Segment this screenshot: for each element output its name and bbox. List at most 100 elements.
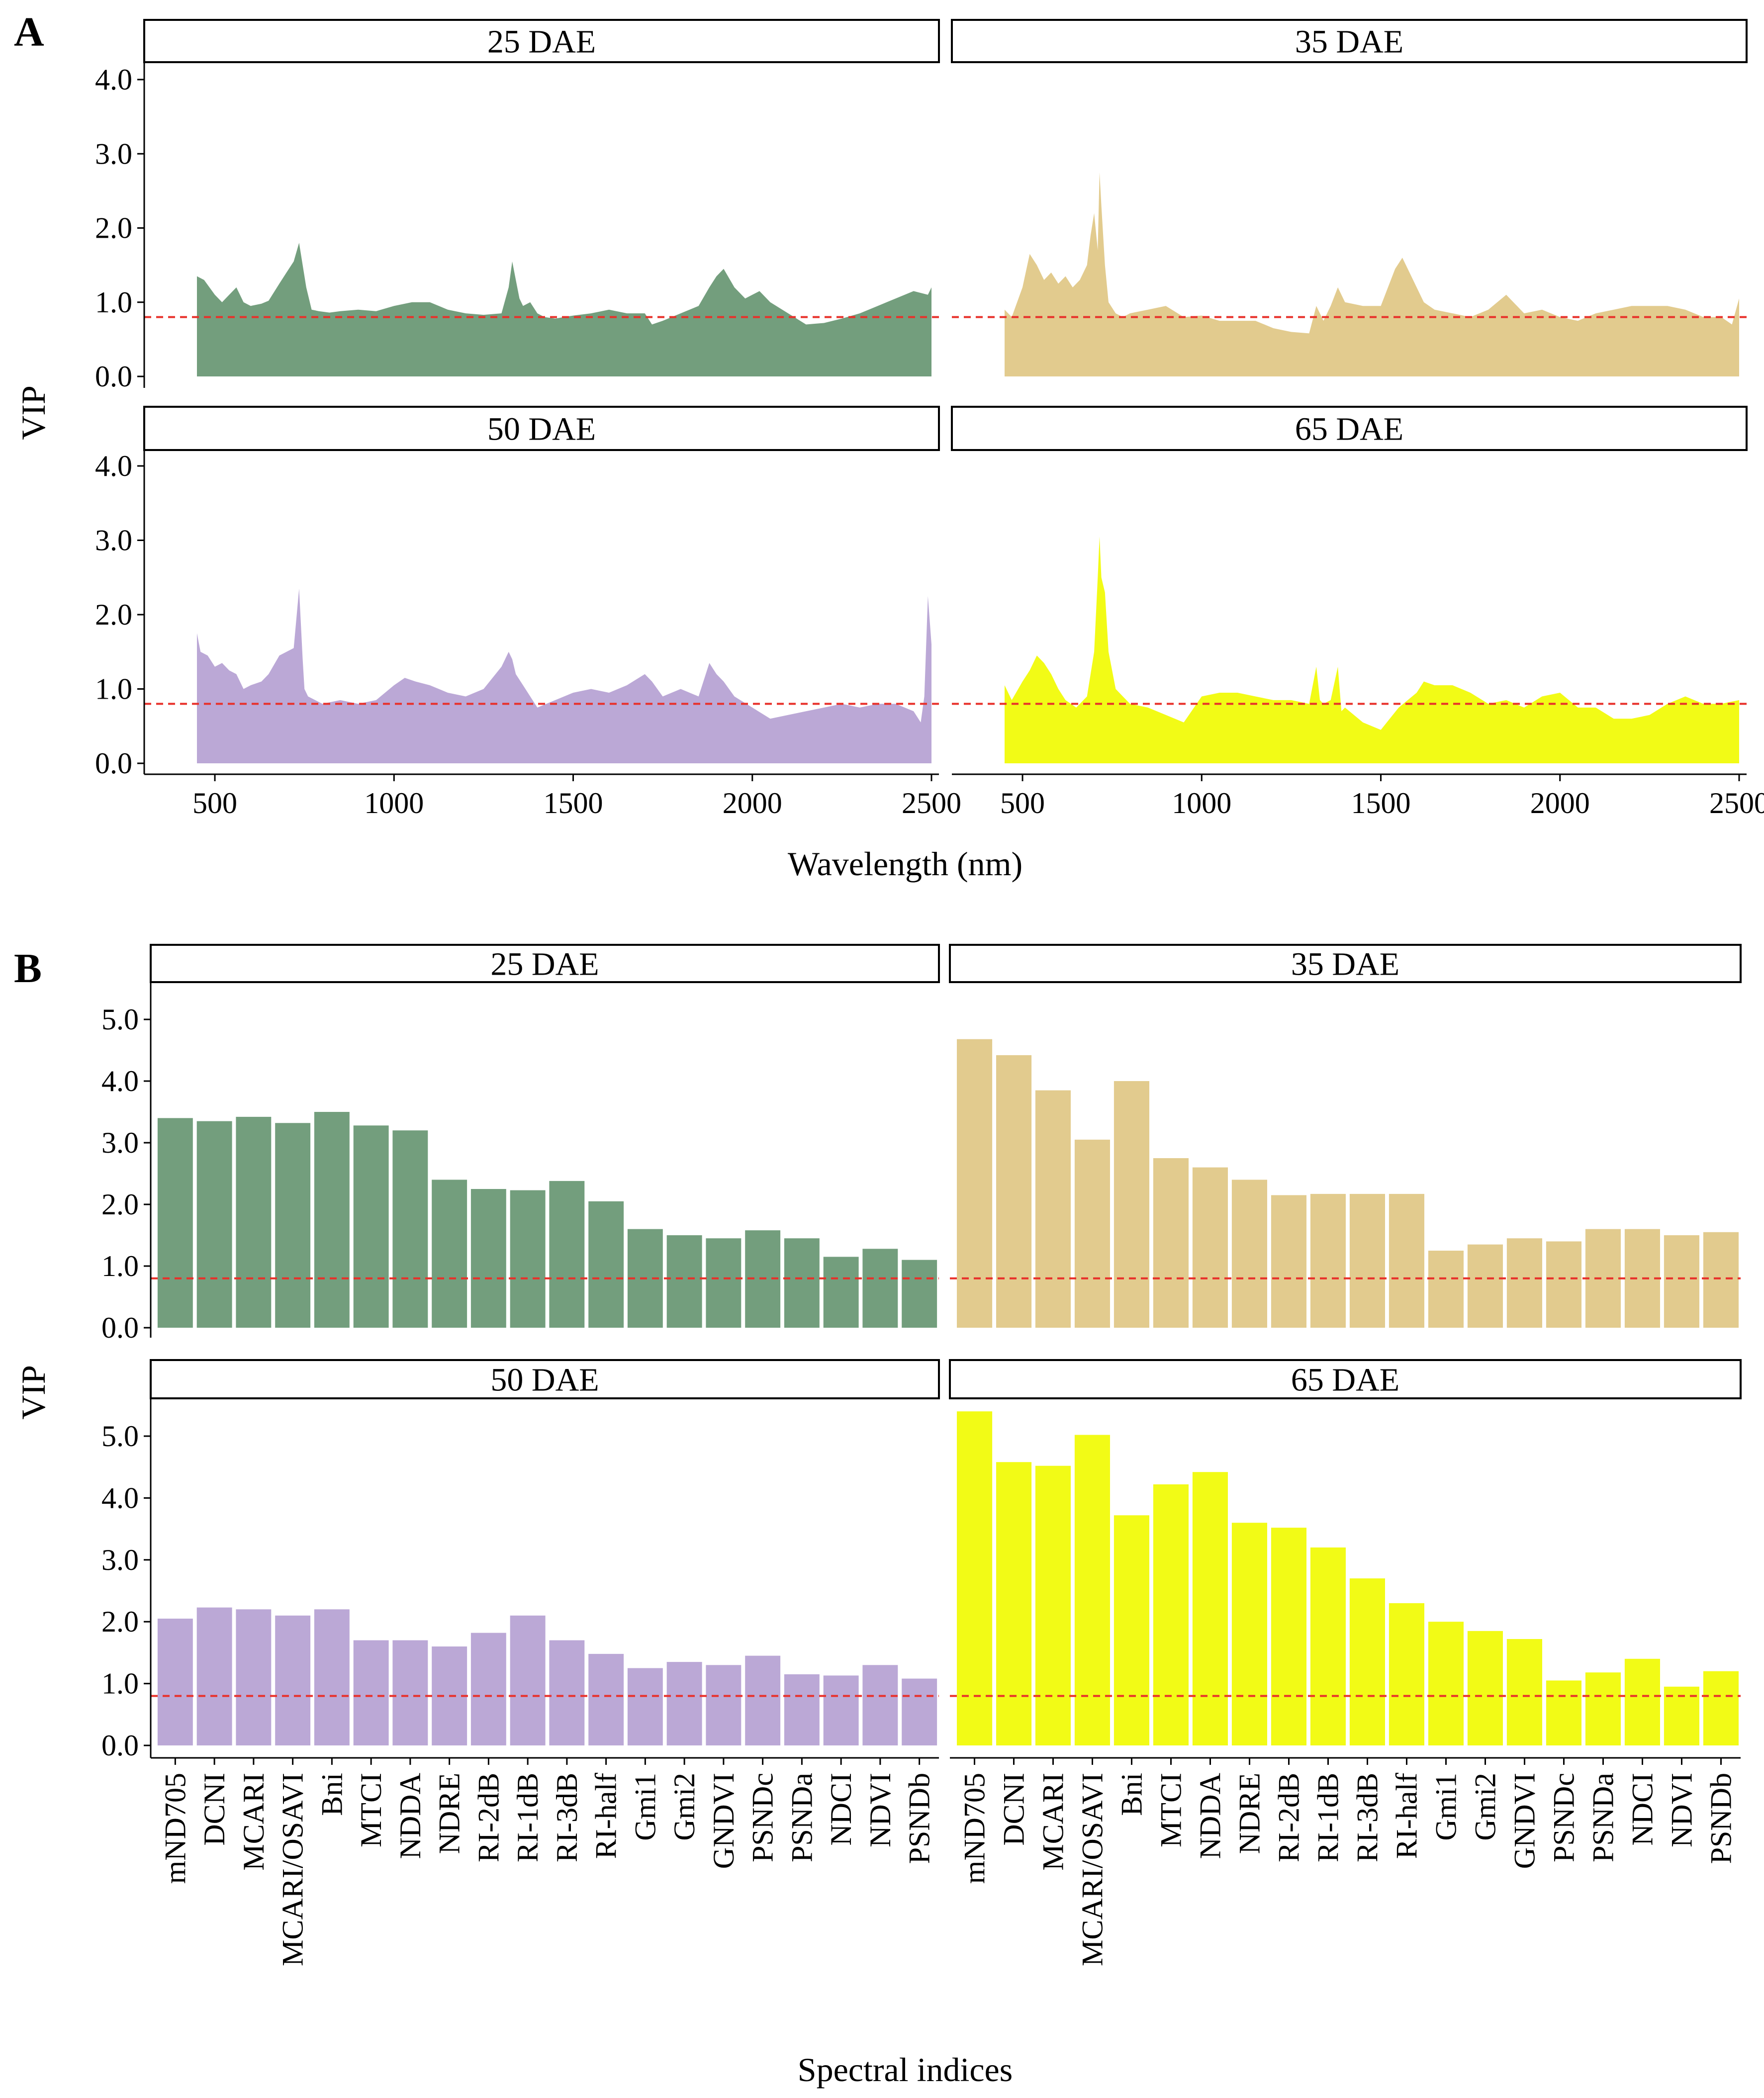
bar-b-50-dae-ri-half	[588, 1653, 624, 1745]
bar-b-65-dae-gmi2	[1467, 1631, 1503, 1745]
bar-b-50-dae-psnda	[784, 1674, 820, 1745]
bar-b-65-dae-mcari-osavi	[1074, 1435, 1110, 1745]
x-tick-label-b-50-dae-gmi1: Gmi1	[629, 1773, 661, 1841]
bar-b-50-dae-ri-1db	[510, 1615, 546, 1745]
x-tick-label-a-50-dae-4: 2500	[902, 787, 961, 820]
strip-label-a-65-dae: 65 DAE	[1295, 411, 1403, 448]
x-tick-label-b-50-dae-dcni: DCNI	[198, 1773, 231, 1846]
x-tick-label-b-50-dae-mcari-osavi: MCARI/OSAVI	[277, 1773, 309, 1966]
bar-b-50-dae-ri-2db	[470, 1633, 506, 1745]
bar-b-50-dae-ndci	[823, 1675, 859, 1745]
bar-b-65-dae-ndci	[1624, 1658, 1660, 1745]
bar-b-65-dae-ri-3db	[1349, 1578, 1385, 1745]
bar-b-50-dae-mtci	[353, 1640, 389, 1745]
x-tick-label-b-65-dae-dcni: DCNI	[998, 1773, 1030, 1846]
bar-b-35-dae-gmi1	[1428, 1251, 1464, 1328]
bar-b-35-dae-bni	[1114, 1081, 1149, 1328]
y-tick-label-b-50-dae-4: 4.0	[101, 1481, 139, 1514]
facet-a-50-dae: 50 DAE 0.0 1.0 2.0 3.0 4.0 500 1000 1500 2000 2500	[95, 406, 961, 820]
x-tick-label-a-50-dae-1: 1000	[364, 787, 424, 820]
bar-b-50-dae-psndb	[902, 1678, 937, 1745]
y-tick-label-a-50-dae-0: 0.0	[95, 747, 132, 780]
x-tick-label-b-65-dae-ndre: NDRE	[1233, 1773, 1266, 1854]
x-tick-label-b-50-dae-ri-1db: RI-1dB	[511, 1773, 544, 1862]
bar-b-50-dae-gmi1	[627, 1668, 663, 1745]
panel-a-x-axis-title: Wavelength (nm)	[788, 845, 1022, 883]
x-tick-label-b-65-dae-ri-2db: RI-2dB	[1273, 1773, 1305, 1862]
panel-a-letter: A	[14, 9, 44, 55]
bar-b-25-dae-psnda	[784, 1238, 820, 1328]
area-a-50-dae	[197, 588, 931, 763]
x-tick-label-b-50-dae-ndre: NDRE	[433, 1773, 466, 1854]
y-tick-label-a-25-dae-1: 1.0	[95, 286, 132, 319]
facet-a-65-dae: 65 DAE 500 1000 1500 2000 2500	[951, 406, 1764, 820]
strip-label-b-35-dae: 35 DAE	[1291, 946, 1399, 983]
bar-b-65-dae-gndvi	[1506, 1639, 1542, 1745]
x-tick-label-b-65-dae-ri-half: RI-half	[1391, 1773, 1423, 1859]
y-tick-label-b-50-dae-1: 1.0	[101, 1667, 139, 1700]
x-tick-label-b-65-dae-ri-3db: RI-3dB	[1351, 1773, 1384, 1862]
x-tick-label-a-65-dae-2: 1500	[1351, 787, 1411, 820]
bar-b-25-dae-ndci	[823, 1257, 859, 1328]
x-tick-label-b-50-dae-mcari: MCARI	[237, 1773, 270, 1871]
y-tick-label-b-25-dae-2: 2.0	[101, 1188, 139, 1221]
bar-b-65-dae-gmi1	[1428, 1622, 1464, 1745]
y-tick-label-b-25-dae-5: 5.0	[101, 1003, 139, 1036]
bar-b-25-dae-gndvi	[706, 1238, 742, 1328]
bar-b-35-dae-ndda	[1192, 1167, 1228, 1328]
x-tick-label-b-50-dae-gndvi: GNDVI	[707, 1773, 740, 1869]
bar-b-65-dae-ri-1db	[1310, 1547, 1346, 1745]
x-tick-label-a-50-dae-3: 2000	[723, 787, 782, 820]
bar-b-50-dae-gndvi	[706, 1665, 742, 1745]
bar-b-65-dae-psndb	[1703, 1671, 1739, 1745]
bar-b-65-dae-dcni	[996, 1462, 1032, 1745]
y-tick-label-a-25-dae-4: 4.0	[95, 63, 132, 96]
y-tick-label-b-50-dae-3: 3.0	[101, 1544, 139, 1576]
bar-b-25-dae-mcari-osavi	[275, 1123, 311, 1328]
y-tick-label-b-25-dae-3: 3.0	[101, 1126, 139, 1159]
x-tick-label-b-65-dae-gmi1: Gmi1	[1430, 1773, 1463, 1841]
bar-b-65-dae-ndda	[1192, 1472, 1228, 1745]
bar-b-65-dae-psnda	[1585, 1672, 1621, 1745]
x-tick-label-b-65-dae-mnd705: mND705	[958, 1773, 991, 1884]
strip-a-35-dae	[951, 19, 1748, 63]
strip-label-a-35-dae: 35 DAE	[1295, 24, 1403, 60]
y-tick-label-b-25-dae-1: 1.0	[101, 1250, 139, 1282]
area-a-65-dae	[1005, 537, 1739, 763]
x-tick-label-b-65-dae-gmi2: Gmi2	[1469, 1773, 1502, 1841]
strip-b-65-dae	[949, 1359, 1742, 1399]
y-tick-label-a-25-dae-0: 0.0	[95, 360, 132, 393]
bar-b-25-dae-ri-half	[588, 1201, 624, 1328]
x-tick-label-b-50-dae-ri-3db: RI-3dB	[551, 1773, 583, 1862]
bar-b-35-dae-psnda	[1585, 1229, 1621, 1328]
bar-b-65-dae-psndc	[1546, 1680, 1581, 1745]
y-tick-label-b-50-dae-5: 5.0	[101, 1420, 139, 1453]
bar-b-65-dae-mcari	[1035, 1465, 1071, 1745]
strip-b-25-dae	[150, 944, 940, 983]
x-tick-label-b-50-dae-mnd705: mND705	[159, 1773, 191, 1884]
x-tick-label-b-65-dae-mcari-osavi: MCARI/OSAVI	[1076, 1773, 1109, 1966]
x-tick-label-b-50-dae-ri-half: RI-half	[590, 1773, 623, 1859]
y-tick-label-b-50-dae-2: 2.0	[101, 1605, 139, 1638]
x-tick-label-b-65-dae-psndc: PSNDc	[1548, 1773, 1580, 1862]
x-tick-label-b-50-dae-psndb: PSNDb	[903, 1773, 936, 1864]
bar-b-25-dae-psndb	[902, 1260, 937, 1328]
panel-b-spectral-index-bar-charts: 25 DAE 0.0 1.0 2.0 3.0 4.0 5.0 35 DAE 50 DAE 0.0 1…	[101, 944, 1742, 1966]
x-tick-label-a-50-dae-0: 500	[192, 787, 237, 820]
bar-b-35-dae-dcni	[996, 1055, 1032, 1328]
x-tick-label-b-50-dae-psndc: PSNDc	[746, 1773, 779, 1862]
x-tick-label-b-65-dae-gndvi: GNDVI	[1508, 1773, 1541, 1869]
bar-b-35-dae-ri-half	[1389, 1193, 1424, 1328]
bar-b-50-dae-psndc	[745, 1655, 781, 1745]
bar-b-35-dae-mcari-osavi	[1074, 1139, 1110, 1328]
bar-b-35-dae-ndre	[1231, 1180, 1267, 1328]
bar-b-65-dae-ri-half	[1389, 1603, 1424, 1745]
x-tick-label-b-50-dae-ndda: NDDA	[394, 1773, 427, 1859]
area-a-25-dae	[197, 243, 931, 376]
strip-label-a-50-dae: 50 DAE	[487, 411, 596, 448]
bar-b-25-dae-ndvi	[862, 1249, 898, 1328]
x-tick-label-b-65-dae-psndb: PSNDb	[1705, 1773, 1738, 1864]
